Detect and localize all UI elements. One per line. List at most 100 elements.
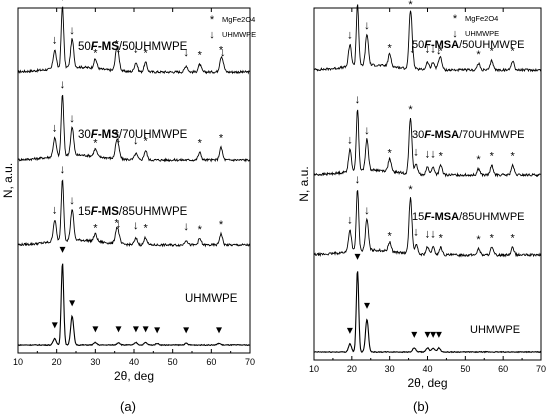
mgfe2o4-peak-star: *	[408, 184, 413, 196]
series-label: 50F-MSA/50UHMWPE	[412, 39, 525, 51]
uhmwpe-peak-arrow: ↓	[413, 225, 419, 239]
y-axis-label: N, a.u.	[1, 163, 15, 198]
uhmwpe-peak-arrow: ↓	[425, 147, 431, 161]
uhmwpe-peak-arrow: ▾	[183, 322, 189, 336]
uhmwpe-peak-arrow: ▾	[364, 298, 370, 312]
uhmwpe-peak-arrow: ↓	[116, 42, 122, 56]
mgfe2o4-peak-star: *	[510, 151, 515, 163]
uhmwpe-peak-arrow: ▾	[52, 317, 58, 331]
x-axis-label: 2θ, deg	[407, 376, 447, 390]
x-tick-label: 20	[347, 364, 357, 374]
series-label: UHMWPE	[185, 293, 238, 305]
uhmwpe-peak-arrow: ↓	[430, 147, 436, 161]
mgfe2o4-peak-star: *	[510, 46, 515, 58]
panel-a: 10 20 30 40 50 60 70 2θ, deg N, a.u. * MgFe2O4 ↓ UHM…	[1, 0, 256, 414]
x-tick-label: 50	[168, 357, 178, 367]
legend-arrow-symbol: ↓	[209, 29, 215, 41]
mgfe2o4-peak-star: *	[490, 233, 495, 245]
uhmwpe-peak-arrow: ↓	[116, 132, 122, 146]
series-label: 15F-MSA/85UHMWPE	[412, 211, 525, 223]
plot-frame	[313, 7, 542, 361]
uhmwpe-peak-arrow: ↓	[52, 120, 58, 134]
x-tick-label: 40	[422, 364, 432, 374]
legend-entry-label: MgFe2O4	[465, 14, 498, 23]
legend-star-symbol: *	[453, 13, 458, 25]
uhmwpe-peak-arrow: ↓	[430, 227, 436, 241]
uhmwpe-peak-arrow: ↓	[364, 123, 370, 137]
mgfe2o4-peak-star: *	[476, 234, 481, 246]
uhmwpe-peak-arrow: ↓	[59, 162, 65, 176]
x-tick-label: 70	[245, 357, 255, 367]
uhmwpe-peak-arrow: ▾	[424, 327, 430, 341]
series-label: UHMWPE	[470, 324, 520, 336]
uhmwpe-peak-arrow: ▾	[59, 242, 65, 256]
mgfe2o4-peak-star: *	[388, 231, 393, 243]
mgfe2o4-peak-star: *	[93, 223, 98, 235]
uhmwpe-peak-arrow: ↓	[355, 0, 361, 1]
uhmwpe-peak-arrow: ↓	[59, 0, 65, 3]
x-tick-label: 10	[13, 357, 23, 367]
legend-star-symbol: *	[210, 14, 215, 26]
panel-label: (a)	[120, 399, 136, 414]
series-curve	[17, 94, 251, 163]
mgfe2o4-peak-star: *	[198, 50, 203, 62]
mgfe2o4-peak-star: *	[114, 38, 119, 50]
uhmwpe-peak-arrow: ↓	[133, 42, 139, 56]
x-tick-label: 20	[52, 357, 62, 367]
x-tick-label: 10	[309, 364, 319, 374]
uhmwpe-peak-arrow: ↓	[52, 202, 58, 216]
x-tick-label: 70	[536, 364, 546, 374]
uhmwpe-peak-arrow: ↓	[52, 32, 58, 46]
mgfe2o4-peak-star: *	[388, 148, 393, 160]
uhmwpe-peak-arrow: ↓	[183, 219, 189, 233]
mgfe2o4-peak-star: *	[408, 104, 413, 116]
mgfe2o4-peak-star: *	[198, 138, 203, 150]
uhmwpe-peak-arrow: ↓	[133, 133, 139, 147]
uhmwpe-peak-arrow: ↓	[347, 132, 353, 146]
mgfe2o4-peak-star: *	[114, 218, 119, 230]
uhmwpe-peak-arrow: ↓	[425, 227, 431, 241]
uhmwpe-peak-arrow: ↓	[133, 218, 139, 232]
series-curve	[313, 4, 542, 73]
panel-b: 10 20 30 40 50 60 70 2θ, deg N, a.u. * MgFe2O4 ↓ UHM…	[297, 0, 546, 414]
uhmwpe-peak-arrow: ▾	[143, 322, 149, 336]
series-curve	[313, 271, 542, 354]
mgfe2o4-peak-star: *	[143, 48, 148, 60]
series-curve	[313, 109, 542, 178]
x-tick-label: 60	[498, 364, 508, 374]
series-label: 30F-MSA/70UHMWPE	[412, 129, 525, 141]
mgfe2o4-peak-star: *	[439, 151, 444, 163]
uhmwpe-peak-arrow: ▾	[347, 323, 353, 337]
series-curve	[314, 190, 542, 258]
uhmwpe-peak-arrow: ↓	[355, 92, 361, 106]
uhmwpe-peak-arrow: ↓	[220, 45, 226, 59]
panel-label: (b)	[413, 399, 429, 414]
series-curve	[17, 6, 251, 75]
uhmwpe-peak-arrow: ▾	[92, 322, 98, 336]
uhmwpe-peak-arrow: ↓	[183, 45, 189, 59]
mgfe2o4-peak-star: *	[93, 138, 98, 150]
mgfe2o4-peak-star: *	[476, 154, 481, 166]
x-tick-label: 40	[129, 357, 139, 367]
uhmwpe-peak-arrow: ▾	[436, 327, 442, 341]
uhmwpe-peak-arrow: ▾	[430, 327, 436, 341]
mgfe2o4-peak-star: *	[143, 136, 148, 148]
uhmwpe-peak-arrow: ↓	[347, 212, 353, 226]
series-label: 15F-MS/85UHMWPE	[78, 206, 188, 218]
uhmwpe-peak-arrow: ▾	[354, 249, 360, 263]
x-axis-label: 2θ, deg	[114, 369, 154, 383]
uhmwpe-peak-arrow: ▾	[133, 322, 139, 336]
uhmwpe-peak-arrow: ↓	[413, 145, 419, 159]
mgfe2o4-peak-star: *	[198, 224, 203, 236]
uhmwpe-peak-arrow: ↓	[436, 43, 442, 57]
mgfe2o4-peak-star: *	[93, 48, 98, 60]
uhmwpe-peak-arrow: ▾	[154, 322, 160, 336]
legend-arrow-symbol: ↓	[452, 28, 458, 40]
mgfe2o4-peak-star: *	[490, 46, 495, 58]
mgfe2o4-peak-star: *	[388, 43, 393, 55]
mgfe2o4-peak-star: *	[219, 133, 224, 145]
uhmwpe-peak-arrow: ▾	[69, 295, 75, 309]
uhmwpe-peak-arrow: ↓	[409, 42, 415, 56]
uhmwpe-peak-arrow: ↓	[364, 203, 370, 217]
uhmwpe-peak-arrow: ▾	[216, 322, 222, 336]
